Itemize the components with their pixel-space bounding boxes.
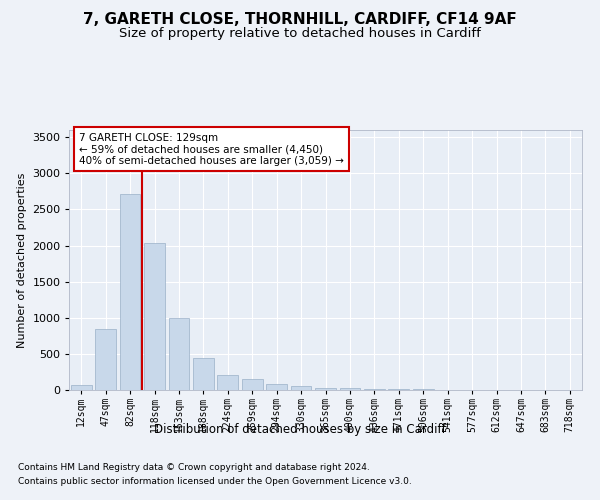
Bar bbox=[193, 358, 214, 390]
Y-axis label: Number of detached properties: Number of detached properties bbox=[17, 172, 27, 348]
Bar bbox=[95, 330, 116, 390]
Text: Size of property relative to detached houses in Cardiff: Size of property relative to detached ho… bbox=[119, 28, 481, 40]
Bar bbox=[242, 379, 263, 390]
Bar bbox=[266, 384, 287, 390]
Text: 7, GARETH CLOSE, THORNHILL, CARDIFF, CF14 9AF: 7, GARETH CLOSE, THORNHILL, CARDIFF, CF1… bbox=[83, 12, 517, 28]
Bar bbox=[290, 386, 311, 390]
Bar bbox=[315, 388, 336, 390]
Bar bbox=[169, 318, 190, 390]
Text: Contains public sector information licensed under the Open Government Licence v3: Contains public sector information licen… bbox=[18, 478, 412, 486]
Text: Contains HM Land Registry data © Crown copyright and database right 2024.: Contains HM Land Registry data © Crown c… bbox=[18, 462, 370, 471]
Text: Distribution of detached houses by size in Cardiff: Distribution of detached houses by size … bbox=[154, 422, 446, 436]
Text: 7 GARETH CLOSE: 129sqm
← 59% of detached houses are smaller (4,450)
40% of semi-: 7 GARETH CLOSE: 129sqm ← 59% of detached… bbox=[79, 132, 344, 166]
Bar bbox=[364, 389, 385, 390]
Bar bbox=[119, 194, 140, 390]
Bar bbox=[217, 375, 238, 390]
Bar bbox=[340, 388, 361, 390]
Bar bbox=[71, 384, 92, 390]
Bar bbox=[144, 242, 165, 390]
